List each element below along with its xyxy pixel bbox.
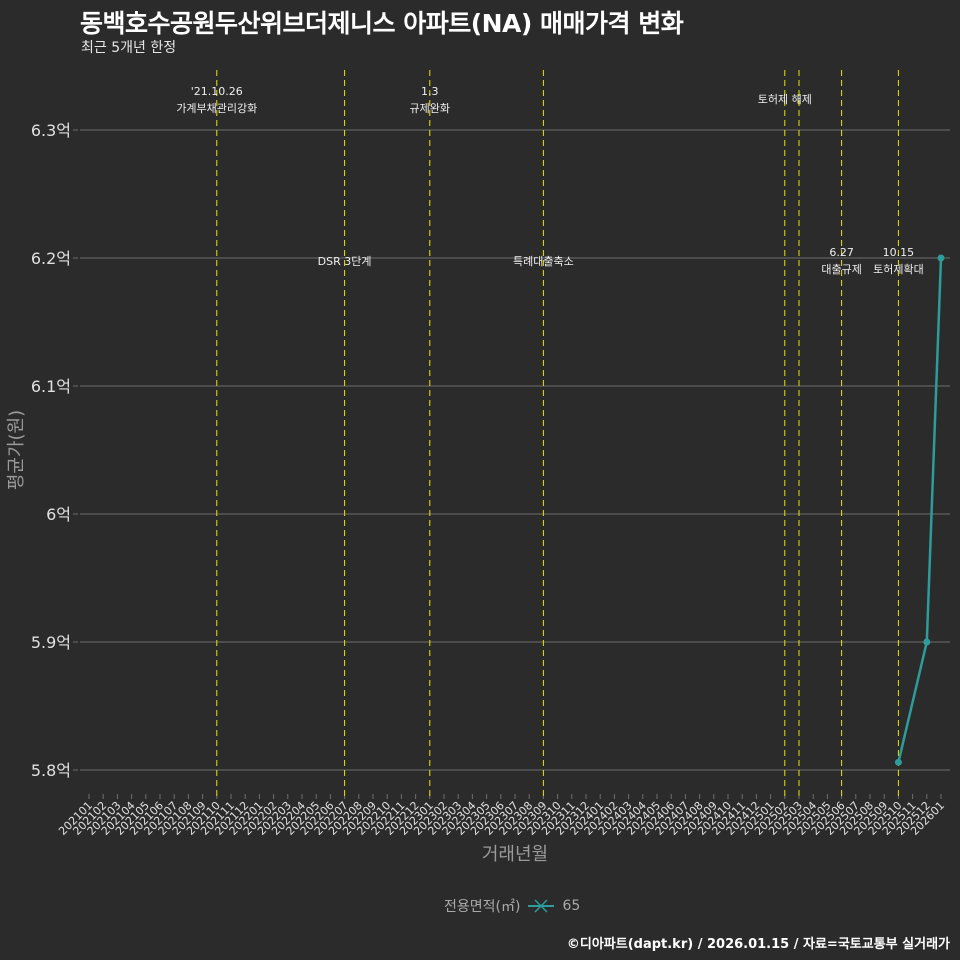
event-annotation-label: 토허제확대 [873, 263, 924, 276]
legend-item-65[interactable]: 65 [562, 898, 581, 914]
x-axis-title: 거래년월 [482, 844, 548, 865]
chart-title: 동백호수공원두산위브더제니스 아파트(NA) 매매가격 변화 [80, 9, 684, 38]
gridlines [80, 129, 950, 771]
event-annotation-date: 1.3 [421, 85, 439, 98]
event-annotation-label: 토허제 해제 [758, 92, 812, 106]
x-axis: 2021012021022021032021042021052021062021… [56, 794, 947, 838]
legend-title: 전용면적(㎡) [444, 899, 521, 915]
y-axis: 5.8억 5.9억 6억 6.1억 6.2억 6.3억 [31, 121, 78, 780]
event-annotation-label: 특례대출축소 [513, 255, 574, 268]
y-tick-label: 6.3억 [31, 121, 71, 140]
data-series [894, 254, 945, 766]
y-tick-label: 6억 [46, 505, 71, 524]
event-annotation-label: 대출규제 [821, 263, 861, 276]
data-point[interactable] [923, 638, 931, 646]
event-annotation-label: DSR 3단계 [318, 255, 372, 268]
event-annotation-date: 6.27 [829, 246, 854, 259]
y-tick-label: 6.2억 [31, 249, 71, 268]
y-axis-title: 평균가(원) [6, 410, 27, 490]
legend-line-marker-icon [528, 899, 555, 913]
event-annotation-date: 10.15 [883, 246, 915, 259]
event-annotation-label: 가계부채관리강화 [176, 102, 257, 115]
event-annotation-date: '21.10.26 [191, 85, 243, 98]
series-line [897, 257, 943, 763]
event-annotation-label: 규제완화 [410, 102, 450, 115]
y-tick-label: 6.1억 [31, 377, 71, 396]
legend: 전용면적(㎡) 65 [444, 896, 580, 916]
source-credit: ©디아파트(dapt.kr) / 2026.01.15 / 자료=국토교통부 실… [566, 937, 950, 952]
y-tick-label: 5.9억 [31, 633, 71, 652]
y-tick-label: 5.8억 [31, 761, 71, 780]
chart-subtitle: 최근 5개년 한정 [81, 40, 177, 56]
data-point[interactable] [894, 758, 902, 766]
data-point[interactable] [937, 254, 945, 262]
